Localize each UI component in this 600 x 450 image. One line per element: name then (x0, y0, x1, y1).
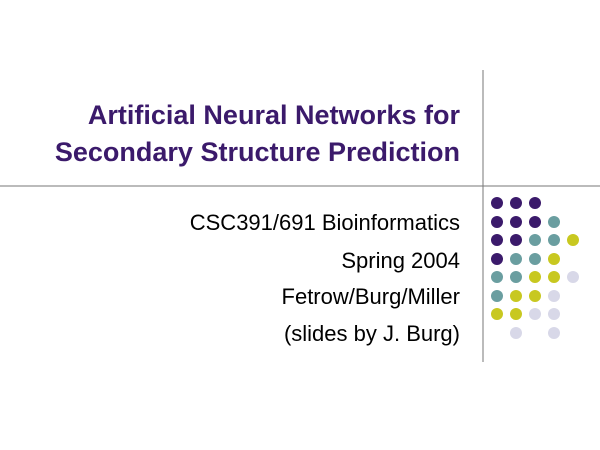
dot-grid (491, 197, 579, 339)
subtitle-line: Spring 2004 (341, 248, 460, 273)
title-line: Secondary Structure Prediction (54, 137, 460, 167)
subtitle-line: CSC391/691 Bioinformatics (189, 210, 460, 235)
subtitle-line: (slides by J. Burg) (283, 321, 460, 346)
subtitle-line: Fetrow/Burg/Miller (281, 284, 460, 309)
title-line: Artificial Neural Networks for (87, 100, 460, 130)
